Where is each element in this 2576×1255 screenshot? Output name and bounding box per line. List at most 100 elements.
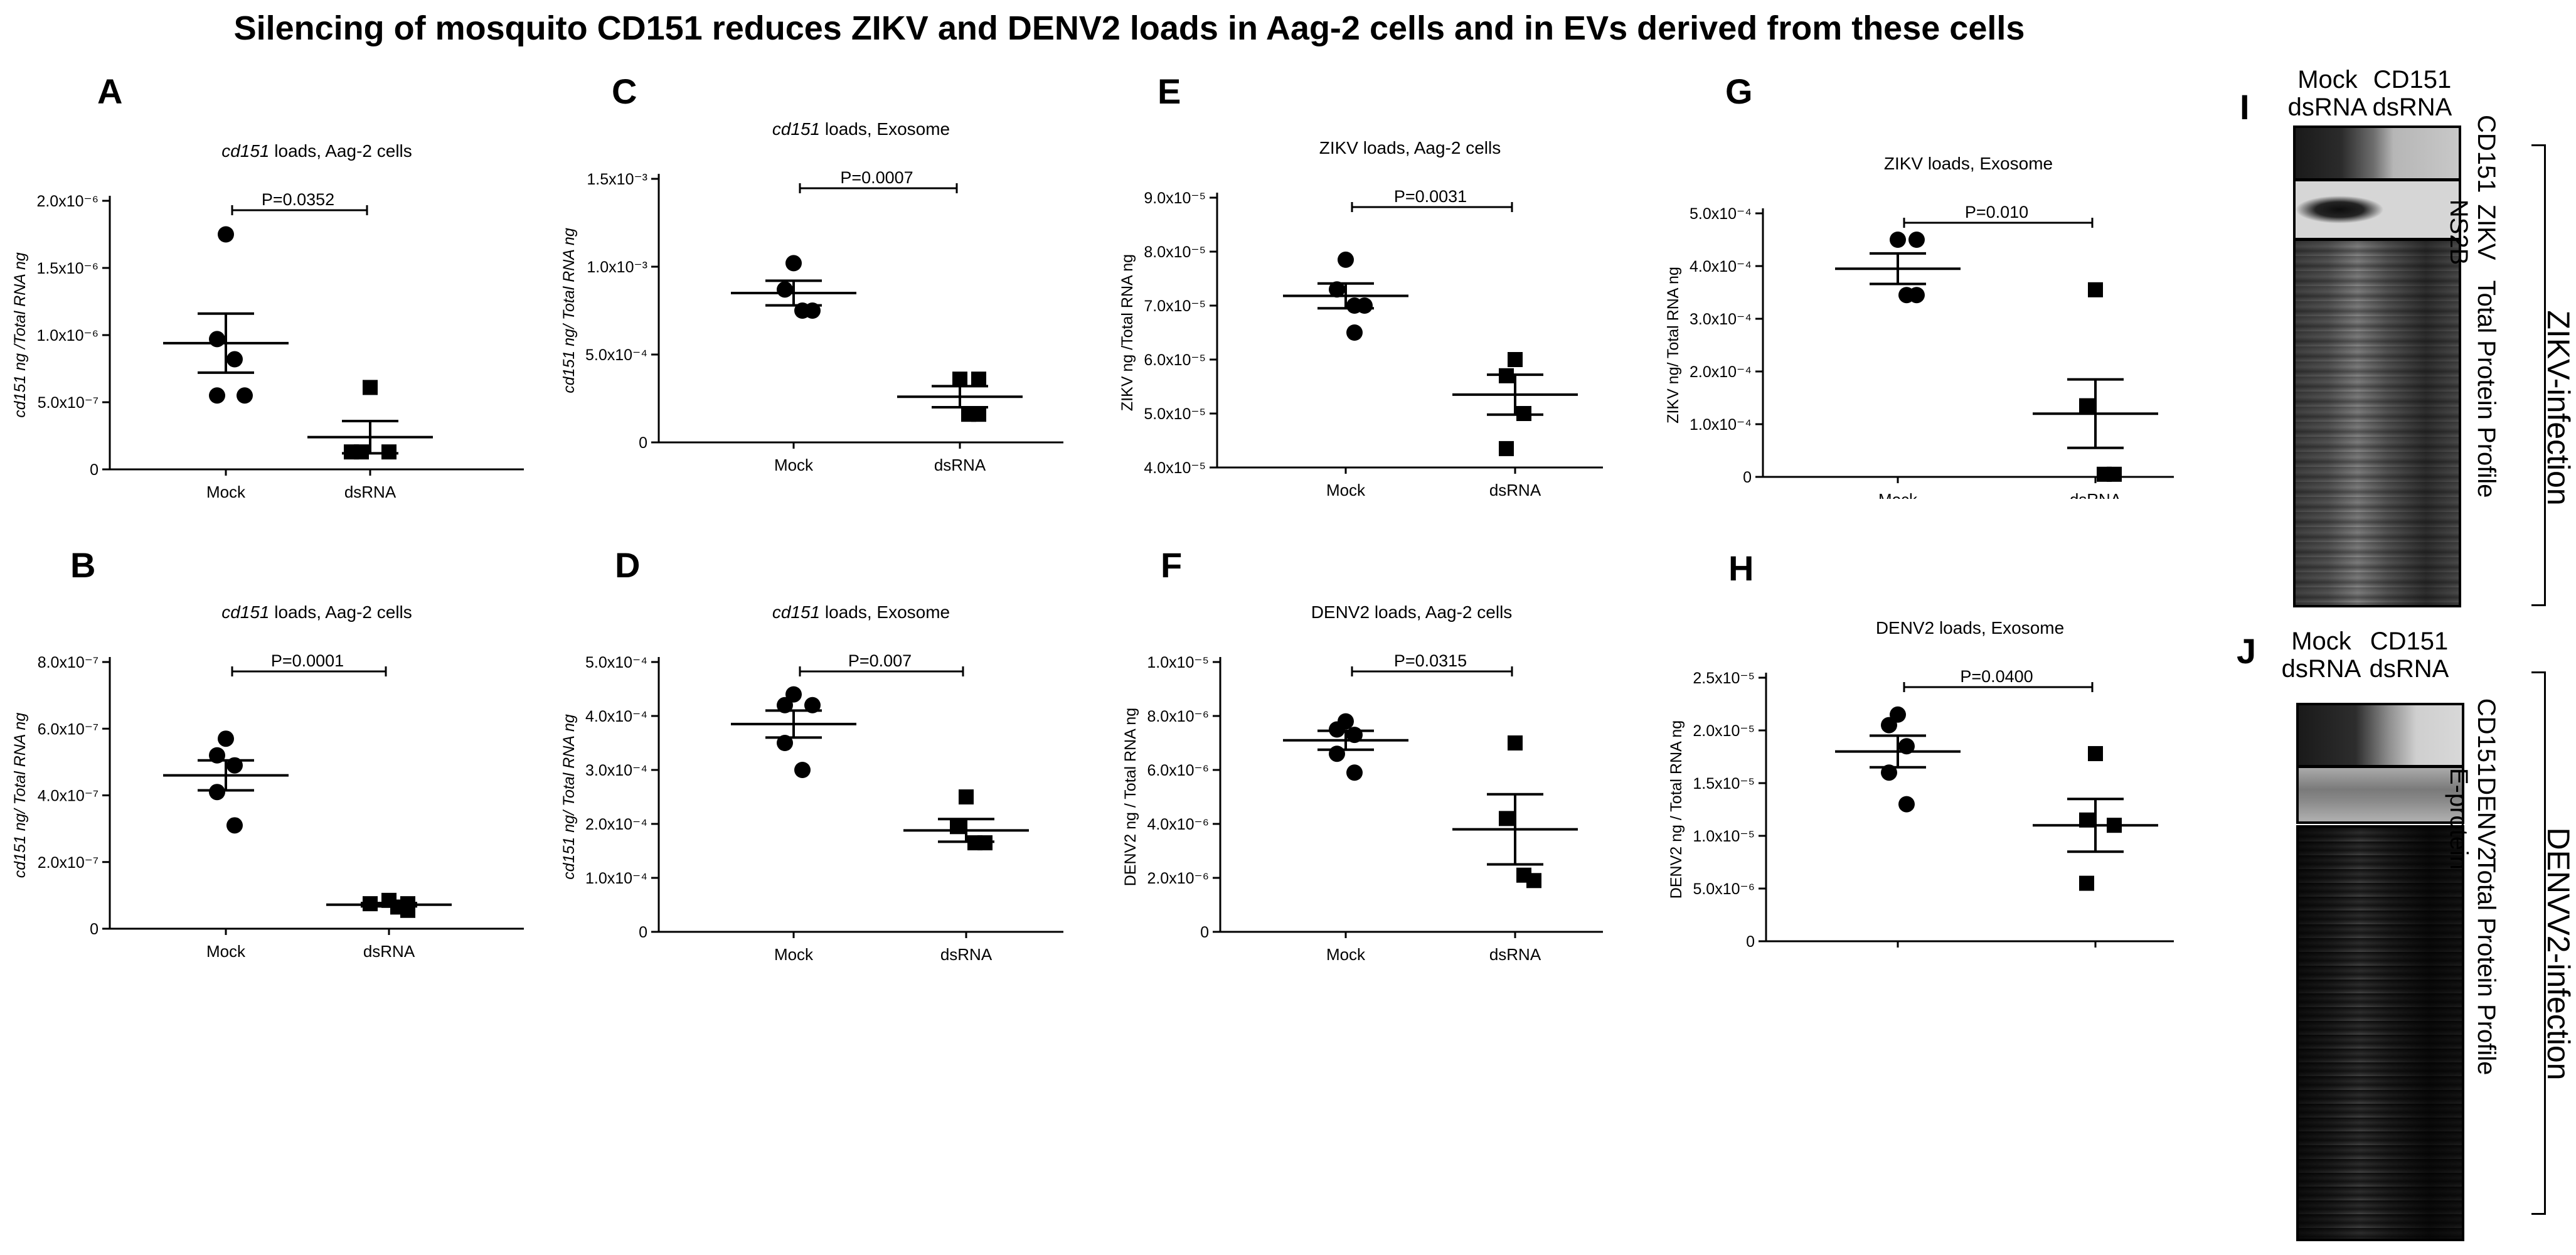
data-point-circle [1346, 324, 1363, 341]
x-tick-label: Mock [774, 456, 814, 474]
p-value-label: P=0.0352 [262, 190, 334, 209]
y-tick-label: 0 [639, 434, 647, 452]
data-point-square [952, 371, 967, 387]
data-point-square [2107, 466, 2122, 482]
panel-f-chart: F DENV2 loads, Aag-2 cells 0 2.0x10⁻⁶ 4.0x10… [1122, 546, 1603, 964]
y-tick-label: 0 [1200, 924, 1209, 941]
data-point-square [1499, 441, 1514, 456]
x-tick-label: Mock [206, 942, 246, 960]
data-point-circle [785, 686, 802, 703]
y-tick-label: 1.5x10⁻⁵ [1693, 775, 1755, 793]
blot-j-col-mock: Mock dsRNA [2281, 628, 2361, 683]
data-point-square [2079, 875, 2094, 891]
panel-h-chart: H DENV2 loads, Exosome 0 5.0x10⁻⁶ 1.0x10⁻⁵ 1.… [1668, 548, 2174, 948]
y-tick-label: 2.0x10⁻⁶ [36, 193, 98, 210]
y-tick-label: 6.0x10⁻⁶ [1147, 762, 1209, 779]
blot-j-group-label: DENVV2-infection [2541, 827, 2576, 1081]
data-point-circle [785, 255, 802, 272]
y-tick-label: 6.0x10⁻⁵ [1144, 351, 1206, 369]
blot-i-cd151-band [2293, 125, 2461, 181]
data-point-circle [209, 387, 225, 404]
y-tick-label: 1.5x10⁻³ [587, 171, 647, 188]
y-tick-label: 1.0x10⁻⁴ [585, 870, 647, 887]
data-point-square [971, 407, 986, 422]
panel-letter: D [615, 546, 640, 585]
data-point-circle [1881, 717, 1897, 734]
panel-letter: H [1728, 548, 1754, 588]
x-tick-label: dsRNA [1489, 945, 1541, 964]
y-tick-label: 8.0x10⁻⁶ [1147, 708, 1209, 725]
y-tick-label: 5.0x10⁻⁷ [38, 394, 98, 412]
data-point-circle [1356, 297, 1373, 314]
data-point-circle [226, 817, 243, 834]
data-point-circle [1890, 232, 1906, 248]
x-tick-label: dsRNA [1489, 481, 1541, 499]
data-point-square [2079, 398, 2094, 414]
chart-title: ZIKV loads, Aag-2 cells [1319, 138, 1501, 158]
blot-i-col-mock: Mock dsRNA [2287, 66, 2368, 121]
p-value-label: P=0.007 [848, 651, 912, 670]
data-point-circle [794, 762, 811, 778]
y-tick-label: 1.0x10⁻⁶ [36, 327, 98, 344]
blot-i-row-total: Total Protein Profile [2472, 280, 2500, 498]
y-tick-label: 1.0x10⁻⁵ [1693, 828, 1755, 845]
y-axis-label: cd151 ng/ Total RNA ng [13, 713, 29, 878]
y-tick-label: 2.0x10⁻⁵ [1693, 722, 1755, 740]
data-point-square [1526, 873, 1541, 889]
chart-title: cd151 loads, Exosome [772, 602, 950, 622]
blot-j-row-total: Total Protein Profile [2472, 857, 2500, 1076]
y-tick-label: 1.0x10⁻³ [587, 259, 647, 276]
blot-j-denv2-band [2296, 766, 2464, 824]
y-tick-label: 4.0x10⁻⁷ [38, 788, 98, 805]
y-tick-label: 1.0x10⁻⁴ [1690, 416, 1752, 434]
data-point-circle [209, 784, 225, 801]
y-tick-label: 6.0x10⁻⁷ [38, 720, 98, 738]
x-tick-label: Mock [1326, 945, 1366, 964]
y-tick-label: 9.0x10⁻⁵ [1144, 190, 1206, 207]
data-point-circle [226, 351, 243, 368]
data-point-circle [1908, 232, 1925, 248]
panel-letter: G [1725, 72, 1753, 111]
y-tick-label: 0 [1746, 933, 1755, 948]
data-point-square [2088, 745, 2103, 761]
data-point-square [363, 380, 378, 395]
y-axis-label: cd151 ng/ Total RNA ng [560, 228, 578, 393]
figure-title: Silencing of mosquito CD151 reduces ZIKV… [233, 9, 2025, 47]
y-tick-label: 7.0x10⁻⁵ [1144, 297, 1206, 315]
data-point-circle [777, 735, 793, 751]
chart-title-text: DENV2 loads, Exosome [1876, 618, 2064, 638]
p-value-label: P=0.0031 [1394, 187, 1467, 206]
y-axis-label: cd151 ng /Total RNA ng [13, 252, 29, 418]
data-point-circle [218, 730, 234, 747]
data-point-square [344, 444, 359, 460]
y-tick-label: 0 [1743, 469, 1752, 486]
chart-title-italic: cd151 [221, 602, 269, 622]
data-point-square [2088, 282, 2103, 297]
panel-letter-j: J [2237, 631, 2257, 671]
panel-letter: F [1161, 546, 1182, 585]
y-tick-label: 4.0x10⁻⁴ [1690, 258, 1752, 275]
data-point-circle [1329, 281, 1345, 298]
y-tick-label: 5.0x10⁻⁶ [1693, 880, 1755, 898]
chart-title-italic: cd151 [772, 119, 820, 139]
data-point-square [1508, 352, 1523, 367]
y-tick-label: 0 [90, 921, 98, 938]
y-axis-label: cd151 ng/ Total RNA ng [560, 714, 578, 880]
y-tick-label: 0 [90, 461, 98, 479]
data-point-circle [1908, 287, 1925, 304]
chart-title-text: DENV2 loads, Aag-2 cells [1311, 602, 1513, 622]
chart-title-text: ZIKV loads, Exosome [1884, 154, 2053, 173]
y-tick-label: 2.0x10⁻⁴ [585, 816, 647, 833]
y-tick-label: 1.5x10⁻⁶ [36, 260, 98, 277]
chart-title-text: ZIKV loads, Aag-2 cells [1319, 138, 1501, 158]
data-point-circle [804, 697, 821, 713]
panel-letter: E [1158, 72, 1181, 111]
y-axis-label: DENV2 ng / Total RNA ng [1122, 708, 1139, 886]
data-point-square [1508, 735, 1523, 750]
chart-title-text: loads, Aag-2 cells [270, 602, 412, 622]
y-tick-label: 4.0x10⁻⁶ [1147, 816, 1209, 833]
p-value-label: P=0.0400 [1960, 667, 2033, 686]
x-tick-label: Mock [206, 483, 246, 501]
